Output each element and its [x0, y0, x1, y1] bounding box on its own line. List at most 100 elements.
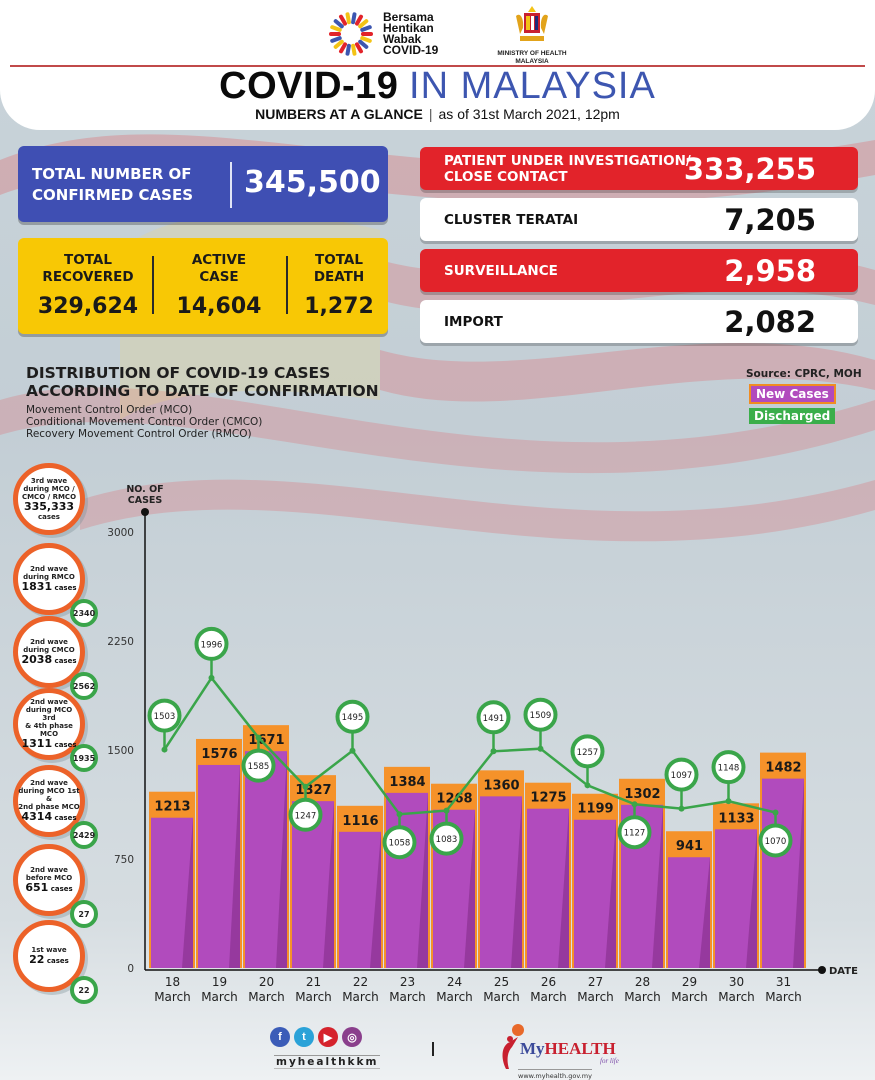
discharged-marker [758, 823, 793, 858]
wave-discharged-badge: 2340 [70, 599, 98, 627]
bar-shade [746, 829, 757, 968]
wave-discharged-badge: 1935 [70, 744, 98, 772]
discharged-value-label: 1247 [295, 811, 317, 821]
campaign-logo: Bersama Hentikan Wabak COVID-19 [325, 6, 438, 62]
discharged-value-label: 1148 [718, 764, 740, 774]
bar-shade [370, 831, 381, 968]
y-axis-label: NO. OF [126, 484, 163, 495]
bar-value-label: 941 [676, 839, 703, 854]
discharged-marker [711, 750, 746, 785]
wave-count-value: 4314 [21, 809, 53, 823]
x-tick-month: March [295, 990, 332, 1004]
discharged-marker [664, 757, 699, 792]
wave-count: 1831 cases [21, 579, 77, 594]
twitter-icon[interactable]: t [294, 1027, 314, 1047]
confirmed-cases-card: TOTAL NUMBER OF CONFIRMED CASES 345,500 [18, 146, 388, 222]
wave-label: during MCO 1st & [18, 786, 80, 803]
bar-shade [276, 751, 287, 968]
brand-health: HEALTH [544, 1039, 616, 1058]
x-tick-month: March [342, 990, 379, 1004]
bar-value-label: 1133 [718, 811, 754, 826]
x-tick-month: March [765, 990, 802, 1004]
discharged-value-label: 1491 [483, 714, 505, 724]
discharged-value-label: 1083 [436, 835, 458, 845]
discharged-point [349, 747, 356, 754]
discharged-point [584, 782, 591, 789]
discharged-value-label: 1503 [154, 712, 176, 722]
recovered-value: 329,624 [37, 294, 139, 319]
wave-discharged-badge: 2429 [70, 821, 98, 849]
discharged-point [255, 734, 262, 741]
death-stat: TOTAL DEATH 1,272 [294, 252, 384, 322]
discharged-point [772, 809, 779, 816]
discharged-value-label: 1097 [671, 771, 693, 781]
active-stat: ACTIVE CASE 14,604 [164, 252, 274, 322]
instagram-icon[interactable]: ◎ [342, 1027, 362, 1047]
wave-count-value: 651 [25, 880, 49, 894]
divider [286, 256, 288, 314]
breakdown-surveillance: SURVEILLANCE 2,958 [420, 249, 858, 292]
wave-count-unit: cases [52, 813, 77, 822]
wave-count: 22 cases [29, 953, 69, 967]
x-tick-day: 24 [447, 975, 462, 989]
wave-discharged-badge: 2562 [70, 672, 98, 700]
x-tick-month: March [530, 990, 567, 1004]
subtitle-separator: | [428, 106, 433, 122]
y-tick-label: 2250 [107, 636, 134, 648]
ministry-name: MINISTRY OF HEALTH [497, 50, 567, 57]
distribution-title-line-2: ACCORDING TO DATE OF CONFIRMATION [26, 382, 379, 400]
discharged-marker [617, 815, 652, 850]
x-tick-month: March [483, 990, 520, 1004]
wave-label: 2nd wave [30, 697, 68, 706]
bar-value-label: 1384 [389, 775, 425, 790]
death-label-2: DEATH [313, 269, 365, 285]
x-tick-day: 27 [588, 975, 603, 989]
myhealth-logo: MyHEALTH for life www.myhealth.gov.my [496, 1023, 619, 1080]
discharged-value-label: 1509 [530, 711, 552, 721]
active-label-1: ACTIVE [191, 252, 247, 268]
discharged-marker [335, 699, 370, 734]
y-tick-label: 3000 [107, 527, 134, 539]
page-title: COVID-19 IN MALAYSIA [0, 66, 875, 106]
wave-count-unit: cases [52, 583, 77, 592]
social-handle[interactable]: myhealthkkm [274, 1055, 381, 1069]
x-tick-day: 28 [635, 975, 650, 989]
y-axis-dot [141, 508, 149, 516]
discharged-value-label: 1070 [765, 837, 787, 847]
discharged-value-label: 1127 [624, 829, 646, 839]
x-tick-day: 25 [494, 975, 509, 989]
title-light: IN MALAYSIA [409, 65, 656, 107]
note-mco: Movement Control Order (MCO) [26, 404, 193, 416]
status-card: TOTAL RECOVERED 329,624 ACTIVE CASE 14,6… [18, 238, 388, 334]
x-axis-dot [818, 966, 826, 974]
bar-value-label: 1360 [483, 778, 519, 793]
wave-count: 335,333 cases [24, 501, 74, 522]
recovered-stat: TOTAL RECOVERED 329,624 [28, 252, 148, 322]
bar-shade [652, 804, 663, 968]
wave-count: 4314 cases [21, 809, 77, 824]
wave-count-value: 2038 [21, 652, 53, 666]
discharged-point [631, 801, 638, 808]
wave-circle: 2nd wave during MCO 3rd & 4th phase MCO 131… [13, 688, 85, 760]
note-rmco: Recovery Movement Control Order (RMCO) [26, 428, 252, 440]
wave-count-value: 1831 [21, 579, 53, 593]
wave-count-value: 1311 [21, 736, 53, 750]
x-tick-month: March [624, 990, 661, 1004]
facebook-icon[interactable]: f [270, 1027, 290, 1047]
youtube-icon[interactable]: ▶ [318, 1027, 338, 1047]
wave-discharged-badge: 27 [70, 900, 98, 928]
x-tick-month: March [436, 990, 473, 1004]
campaign-line-2: Hentikan [383, 21, 434, 35]
x-tick-day: 23 [400, 975, 415, 989]
discharged-value-label: 1058 [389, 839, 411, 849]
wave-label: 2nd phase MCO [18, 802, 80, 811]
brand-url[interactable]: www.myhealth.gov.my [518, 1069, 592, 1080]
wave-label: 2nd wave [30, 637, 68, 646]
bar-shade [699, 857, 710, 968]
x-tick-month: March [577, 990, 614, 1004]
legend-new-cases: New Cases [749, 384, 836, 404]
discharged-marker [288, 797, 323, 832]
x-tick-day: 26 [541, 975, 556, 989]
myhealth-figure-icon [502, 1024, 524, 1069]
discharged-marker [382, 825, 417, 860]
